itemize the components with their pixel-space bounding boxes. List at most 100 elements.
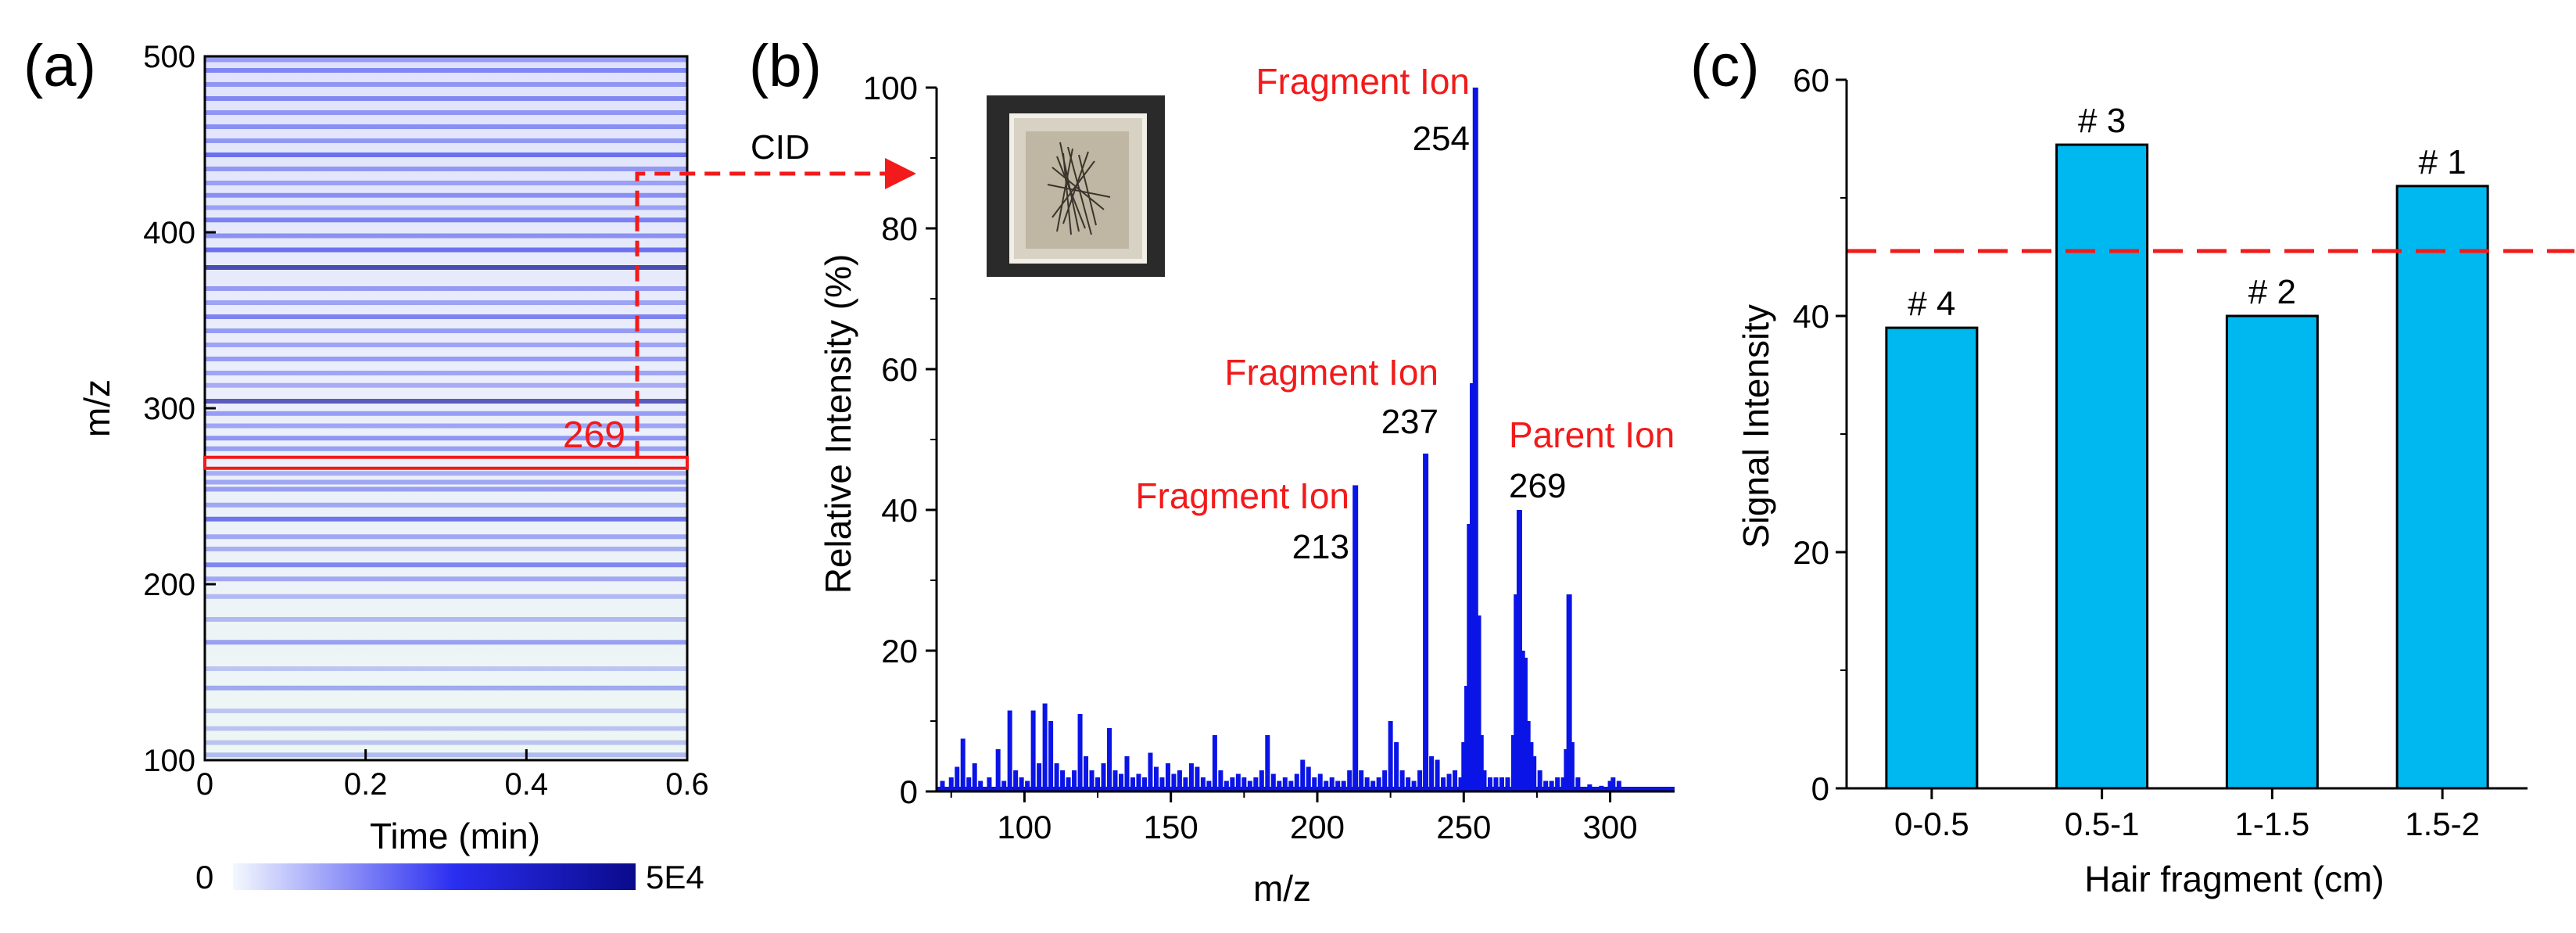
heatmap-band <box>205 247 687 253</box>
spectrum-peak <box>1382 770 1388 791</box>
heatmap-y-tick-label: 300 <box>143 392 195 426</box>
spectrum-peak <box>1095 777 1101 791</box>
heatmap-x-tick-label: 0 <box>196 767 213 802</box>
ion-annotation-mz: 237 <box>1381 403 1438 441</box>
hair-sample-photo <box>987 95 1165 277</box>
heatmap-x-tick-label: 0.2 <box>344 767 388 802</box>
spectrum-peak <box>1394 742 1399 791</box>
spectrum-peak <box>1148 752 1153 791</box>
heatmap-band <box>205 594 687 599</box>
spectrum-peak <box>1607 780 1613 791</box>
mz-269-highlight-box <box>203 455 689 470</box>
spectrum-peak <box>1306 766 1311 791</box>
spectrum-x-axis-label: m/z <box>1253 868 1311 909</box>
spectrum-peak <box>1522 658 1528 791</box>
ion-annotation-title: Fragment Ion <box>1224 352 1438 393</box>
heatmap-band <box>205 192 687 198</box>
cid-arrow <box>635 158 916 457</box>
heatmap-band <box>205 640 687 645</box>
heatmap-band <box>205 233 687 239</box>
heatmap-band <box>205 124 687 129</box>
spectrum-peak <box>1370 780 1376 791</box>
spectrum-peak <box>1587 784 1593 791</box>
colorbar <box>233 863 636 890</box>
heatmap <box>203 55 689 762</box>
heatmap-band <box>205 153 687 157</box>
spectrum-x-tick-label: 100 <box>997 809 1052 845</box>
signal-y-tick-label: 60 <box>1793 62 1829 99</box>
ion-annotation-mz: 254 <box>1413 120 1470 158</box>
spectrum-peak <box>1376 777 1381 791</box>
panel-a-label: (a) <box>23 33 96 99</box>
heatmap-band <box>205 666 687 671</box>
spectrum-peak <box>1072 770 1077 791</box>
spectrum-peak <box>1159 777 1165 791</box>
spectrum-peak <box>1458 777 1464 791</box>
heatmap-band <box>205 382 687 388</box>
mz-269-highlight-label: 269 <box>563 414 625 456</box>
heatmap-band <box>205 110 687 115</box>
panel-c: (c) # 4 # 3 # 2 # 1 0 20 40 60 0-0.5 0.5-1 1-1.5… <box>1690 33 2574 899</box>
heatmap-x-tick-label: 0.6 <box>665 767 709 802</box>
heatmap-band <box>205 446 687 451</box>
spectrum-peak <box>1532 756 1537 791</box>
ion-annotation-title: Fragment Ion <box>1256 61 1470 102</box>
heatmap-band <box>205 562 687 568</box>
heatmap-band <box>205 138 687 143</box>
heatmap-y-axis-label: m/z <box>77 379 117 437</box>
spectrum-peak <box>1406 777 1411 791</box>
heatmap-x-tick-label: 0.4 <box>505 767 549 802</box>
spectrum-peak <box>1136 773 1141 791</box>
spectrum-peak <box>1277 780 1282 791</box>
spectrum-peak <box>1388 721 1393 791</box>
spectrum-peak <box>1516 510 1522 791</box>
spectrum-peak <box>1364 777 1370 791</box>
spectrum-peak <box>948 777 954 791</box>
spectrum-peak <box>978 780 983 791</box>
spectrum-peak <box>1241 777 1247 791</box>
heatmap-x-axis: 0 0.2 0.4 0.6 <box>196 749 709 802</box>
spectrum-peak <box>1101 763 1106 791</box>
mass-spectrum <box>937 88 1675 791</box>
spectrum-peak <box>1089 770 1095 791</box>
heatmap-band <box>205 181 687 185</box>
spectrum-y-tick-label: 100 <box>863 70 918 106</box>
heatmap-band <box>205 547 687 551</box>
spectrum-peak <box>1519 651 1525 791</box>
signal-x-tick-label: 0.5-1 <box>2065 806 2140 842</box>
spectrum-peak <box>1464 686 1470 791</box>
signal-x-tick-label: 1-1.5 <box>2235 806 2310 842</box>
spectrum-peak <box>1007 710 1012 791</box>
spectrum-peak <box>1265 735 1270 791</box>
spectrum-peak <box>1543 780 1549 791</box>
spectrum-x-tick-label: 150 <box>1144 809 1198 845</box>
spectrum-peak <box>1195 766 1200 791</box>
spectrum-peak <box>940 780 945 791</box>
heatmap-band <box>205 534 687 540</box>
heatmap-band <box>205 357 687 361</box>
colorbar-max-label: 5E4 <box>646 859 704 895</box>
spectrum-peak <box>1153 766 1159 791</box>
signal-bar <box>2055 143 2149 790</box>
spectrum-peak <box>1525 721 1531 791</box>
signal-bar <box>2395 185 2489 790</box>
spectrum-peak <box>1560 777 1566 791</box>
spectrum-peak <box>1493 777 1499 791</box>
heatmap-band <box>205 328 687 333</box>
spectrum-peak <box>1224 780 1229 791</box>
spectrum-x-tick-label: 200 <box>1290 809 1345 845</box>
spectrum-peak <box>1130 777 1135 791</box>
spectrum-peak <box>1312 777 1317 791</box>
spectrum-peak <box>960 738 966 791</box>
spectrum-y-axis: 0 20 40 60 80 100 <box>863 70 938 810</box>
spectrum-peak <box>1441 777 1446 791</box>
panel-b-label: (b) <box>749 33 822 99</box>
spectrum-peak <box>1510 735 1516 791</box>
signal-bar-label: # 2 <box>2248 273 2296 311</box>
spectrum-peak <box>1282 777 1288 791</box>
spectrum-peak <box>1077 714 1083 791</box>
spectrum-peak <box>1429 756 1435 791</box>
spectrum-peak <box>972 763 977 791</box>
